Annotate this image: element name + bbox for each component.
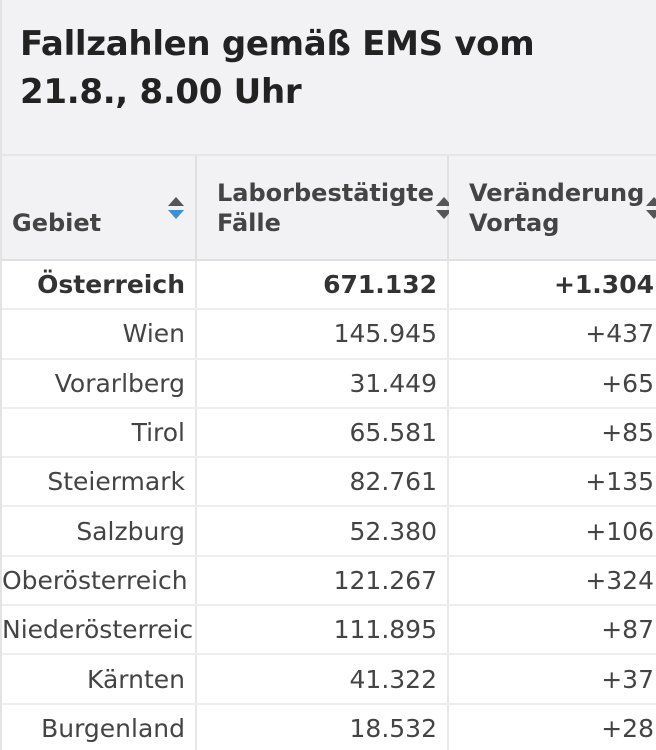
cell-gebiet: Österreich <box>2 260 197 311</box>
cell-veraenderung: +135 <box>448 457 656 508</box>
column-header-label: Laborbestätigte Fälle <box>217 178 435 237</box>
table-row: Burgenland 18.532 +28 <box>2 703 656 750</box>
cell-faelle: 41.322 <box>196 654 449 705</box>
table-row-total: Österreich 671.132 +1.304 <box>2 260 656 311</box>
cell-faelle: 121.267 <box>196 555 449 607</box>
cell-veraenderung: +65 <box>448 358 656 409</box>
cell-faelle: 671.132 <box>196 260 449 311</box>
column-header-label: Gebiet <box>12 208 102 237</box>
table-row: Steiermark 82.761 +135 <box>2 457 656 508</box>
cell-gebiet: Tirol <box>2 407 197 459</box>
cell-gebiet: Wien <box>2 309 197 360</box>
column-header-faelle[interactable]: Laborbestätigte Fälle <box>196 156 453 261</box>
cell-gebiet: Steiermark <box>2 457 197 508</box>
cell-veraenderung: +85 <box>448 407 656 459</box>
table-row: Tirol 65.581 +85 <box>2 407 656 459</box>
cell-faelle: 52.380 <box>196 506 449 557</box>
cell-gebiet: Kärnten <box>2 654 197 705</box>
cell-faelle: 18.532 <box>196 703 449 750</box>
cell-faelle: 31.449 <box>196 358 449 409</box>
sort-icon[interactable] <box>644 193 656 223</box>
table-row: Oberösterreich 121.267 +324 <box>2 555 656 607</box>
cell-veraenderung: +437 <box>448 309 656 360</box>
cases-table: Gebiet Laborbestätigte Fälle Veränderung… <box>2 156 656 750</box>
table-row: Wien 145.945 +437 <box>2 309 656 360</box>
cell-faelle: 82.761 <box>196 457 449 508</box>
table-row: Niederösterreich 111.895 +87 <box>2 605 656 656</box>
sort-icon[interactable] <box>165 193 187 223</box>
cell-faelle: 145.945 <box>196 309 449 360</box>
cell-gebiet: Salzburg <box>2 506 197 557</box>
title-block: Fallzahlen gemäß EMS vom 21.8., 8.00 Uhr <box>2 0 656 156</box>
cell-gebiet: Vorarlberg <box>2 358 197 409</box>
cell-veraenderung: +106 <box>448 506 656 557</box>
column-header-gebiet[interactable]: Gebiet <box>2 156 197 261</box>
cell-veraenderung: +87 <box>448 605 656 656</box>
cell-gebiet: Burgenland <box>2 703 197 750</box>
cell-gebiet: Niederösterreich <box>2 605 197 656</box>
cell-faelle: 111.895 <box>196 605 449 656</box>
cell-faelle: 65.581 <box>196 407 449 459</box>
table-row: Salzburg 52.380 +106 <box>2 506 656 557</box>
cell-veraenderung: +37 <box>448 654 656 705</box>
table-row: Vorarlberg 31.449 +65 <box>2 358 656 409</box>
cell-veraenderung: +28 <box>448 703 656 750</box>
table-header-row: Gebiet Laborbestätigte Fälle Veränderung… <box>2 156 656 261</box>
table-body: Österreich 671.132 +1.304 Wien 145.945 +437 Vo… <box>2 260 656 750</box>
cell-veraenderung: +324 <box>448 555 656 607</box>
page-title: Fallzahlen gemäß EMS vom 21.8., 8.00 Uhr <box>20 24 535 112</box>
cell-gebiet: Oberösterreich <box>2 555 197 607</box>
column-header-veraenderung[interactable]: Veränderung Vortag <box>448 156 656 261</box>
table-row: Kärnten 41.322 +37 <box>2 654 656 705</box>
cell-veraenderung: +1.304 <box>448 260 656 311</box>
column-header-label: Veränderung Vortag <box>469 178 645 237</box>
